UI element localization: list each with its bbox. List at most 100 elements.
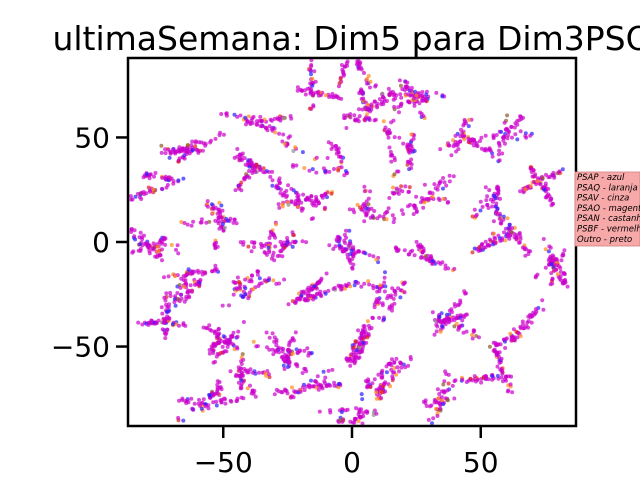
scatter-point — [471, 337, 475, 341]
scatter-point — [136, 321, 140, 325]
scatter-point — [215, 404, 219, 408]
scatter-point — [490, 374, 494, 378]
scatter-point — [409, 166, 413, 170]
scatter-point — [454, 134, 458, 138]
scatter-point — [518, 114, 522, 118]
scatter-point — [301, 371, 305, 375]
scatter-point — [446, 398, 450, 402]
scatter-point — [160, 151, 164, 155]
scatter-point — [189, 143, 193, 147]
scatter-point — [479, 200, 483, 204]
scatter-point — [519, 129, 523, 133]
scatter-point — [422, 200, 426, 204]
scatter-point — [495, 342, 499, 346]
scatter-point — [204, 326, 208, 330]
scatter-point — [181, 419, 185, 423]
scatter-point — [399, 366, 403, 370]
scatter-point — [327, 170, 331, 174]
scatter-point — [415, 209, 419, 213]
scatter-point — [356, 249, 360, 253]
scatter-point — [250, 162, 254, 166]
scatter-point — [240, 371, 244, 375]
scatter-point — [447, 144, 451, 148]
scatter-point — [441, 187, 445, 191]
scatter-point — [435, 400, 439, 404]
scatter-point — [303, 367, 307, 371]
scatter-point — [292, 233, 296, 237]
scatter-point — [549, 246, 553, 250]
scatter-point — [507, 130, 511, 134]
scatter-point — [163, 237, 167, 241]
scatter-point — [375, 104, 379, 108]
scatter-point — [484, 134, 488, 138]
scatter-point — [462, 137, 466, 141]
scatter-point — [406, 93, 410, 97]
scatter-point — [344, 169, 348, 173]
scatter-point — [352, 421, 356, 425]
scatter-point — [240, 396, 244, 400]
scatter-point — [518, 240, 522, 244]
scatter-point — [213, 331, 217, 335]
chart-title: ultimaSemana: Dim5 para Dim3PSO — [52, 19, 640, 58]
scatter-point — [352, 346, 356, 350]
scatter-point — [408, 185, 412, 189]
scatter-point — [498, 368, 502, 372]
scatter-point — [316, 281, 320, 285]
scatter-point — [277, 282, 281, 286]
scatter-point — [509, 382, 513, 386]
scatter-point — [523, 134, 527, 138]
scatter-point — [498, 239, 502, 243]
scatter-point — [267, 278, 271, 282]
scatter-point — [168, 156, 172, 160]
scatter-point — [279, 249, 283, 253]
scatter-point — [342, 239, 346, 243]
scatter-point — [492, 219, 496, 223]
scatter-point — [446, 200, 450, 204]
scatter-point — [503, 121, 507, 125]
scatter-point — [287, 302, 291, 306]
scatter-point — [318, 290, 322, 294]
scatter-point — [281, 202, 285, 206]
scatter-point — [189, 283, 193, 287]
scatter-point — [473, 374, 477, 378]
scatter-point — [377, 316, 381, 320]
scatter-point — [257, 371, 261, 375]
scatter-point — [488, 345, 492, 349]
y-tick-label: 50 — [74, 121, 110, 154]
scatter-point — [473, 247, 477, 251]
scatter-point — [211, 400, 215, 404]
scatter-point — [217, 327, 221, 331]
scatter-point — [249, 158, 253, 162]
scatter-point — [395, 187, 399, 191]
scatter-point — [434, 91, 438, 95]
scatter-point — [207, 323, 211, 327]
scatter-point — [367, 207, 371, 211]
scatter-point — [349, 352, 353, 356]
scatter-point — [243, 286, 247, 290]
scatter-point — [305, 346, 309, 350]
scatter-point — [216, 388, 220, 392]
scatter-point — [273, 245, 277, 249]
scatter-point — [309, 64, 313, 68]
scatter-point — [290, 394, 294, 398]
scatter-point — [388, 305, 392, 309]
scatter-point — [396, 170, 400, 174]
legend-entry: PSBF - vermelho — [577, 225, 640, 235]
scatter-point — [310, 202, 314, 206]
scatter-point — [270, 119, 274, 123]
scatter-point — [263, 278, 267, 282]
scatter-point — [461, 314, 465, 318]
scatter-point — [239, 114, 243, 118]
scatter-point — [160, 305, 164, 309]
scatter-point — [418, 111, 422, 115]
scatter-point — [170, 243, 174, 247]
scatter-point — [393, 135, 397, 139]
scatter-point — [311, 167, 315, 171]
scatter-point — [403, 290, 407, 294]
scatter-point — [443, 180, 447, 184]
scatter-point — [225, 341, 229, 345]
scatter-point — [550, 203, 554, 207]
scatter-point — [213, 242, 217, 246]
scatter-point — [183, 221, 187, 225]
scatter-point — [291, 149, 295, 153]
